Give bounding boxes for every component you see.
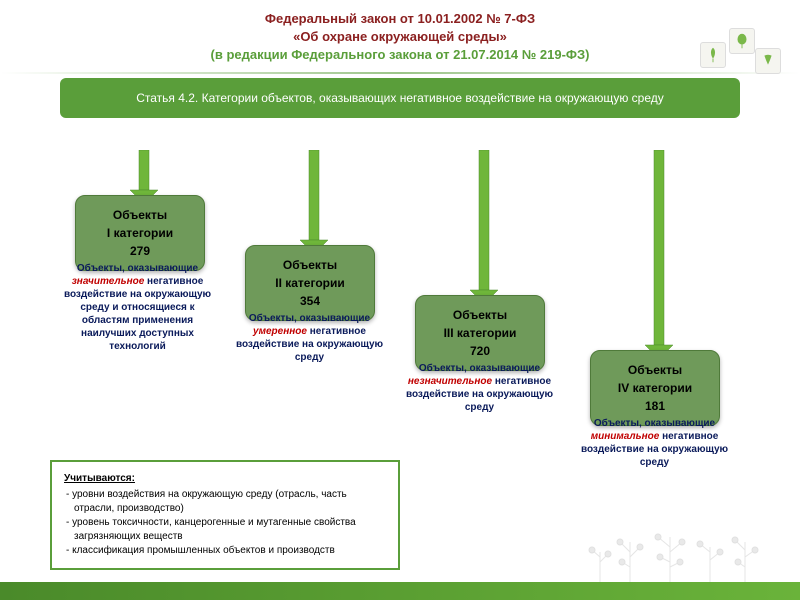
arrow-cat-3 — [470, 150, 498, 304]
category-desc-4: Объекты, оказывающие минимальное негатив… — [577, 417, 732, 469]
article-text: Статья 4.2. Категории объектов, оказываю… — [136, 91, 664, 105]
article-box: Статья 4.2. Категории объектов, оказываю… — [60, 78, 740, 119]
header-line3: (в редакции Федерального закона от 21.07… — [20, 46, 780, 64]
cat-title: Объекты — [254, 256, 366, 274]
arrow-cat-4 — [645, 150, 673, 359]
factors-title: Учитываются: — [64, 472, 386, 486]
header-line1: Федеральный закон от 10.01.2002 № 7-ФЗ — [20, 10, 780, 28]
cat-sub: II категории — [254, 274, 366, 292]
factors-item-3: - классификация промышленных объектов и … — [64, 544, 386, 558]
divider-line — [0, 72, 800, 74]
category-box-4: Объекты IV категории 181 — [590, 350, 720, 426]
cat-title: Объекты — [84, 206, 196, 224]
category-box-1: Объекты I категории 279 — [75, 195, 205, 271]
factors-item-2: - уровень токсичности, канцерогенные и м… — [64, 516, 386, 544]
category-desc-1: Объекты, оказывающие значительное негати… — [60, 262, 215, 353]
arrow-cat-2 — [300, 150, 328, 254]
category-desc-2: Объекты, оказывающие умеренное негативно… — [232, 312, 387, 364]
plants-deco — [580, 522, 780, 582]
header: Федеральный закон от 10.01.2002 № 7-ФЗ «… — [0, 0, 800, 70]
cat-sub: IV категории — [599, 379, 711, 397]
factors-item-1: - уровни воздействия на окружающую среду… — [64, 488, 386, 516]
cat-count: 181 — [599, 397, 711, 415]
cat-title: Объекты — [599, 361, 711, 379]
factors-box: Учитываются: - уровни воздействия на окр… — [50, 460, 400, 570]
cat-title: Объекты — [424, 306, 536, 324]
cat-count: 354 — [254, 292, 366, 310]
header-line2: «Об охране окружающей среды» — [20, 28, 780, 46]
cat-sub: I категории — [84, 224, 196, 242]
cat-sub: III категории — [424, 324, 536, 342]
cat-count: 720 — [424, 342, 536, 360]
cat-count: 279 — [84, 242, 196, 260]
category-desc-3: Объекты, оказывающие незначительное нега… — [402, 362, 557, 414]
category-box-3: Объекты III категории 720 — [415, 295, 545, 371]
deco-leaves — [695, 20, 785, 80]
bottom-bar — [0, 582, 800, 600]
category-box-2: Объекты II категории 354 — [245, 245, 375, 321]
